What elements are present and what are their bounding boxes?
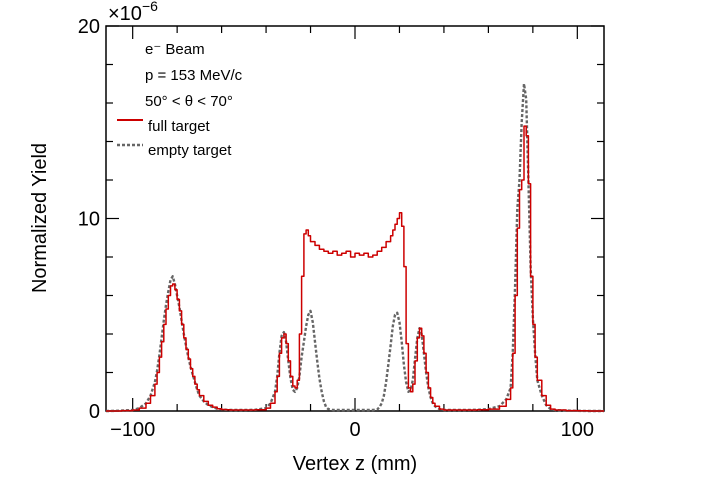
x-tick-label: 100 xyxy=(561,419,594,441)
y-tick-label: 20 xyxy=(78,16,100,38)
annotation-beam: e⁻ Beam xyxy=(145,41,205,58)
chart-figure: 0 10 20 −100 0 100 ×10−6 Vertex z (mm) Normal… xyxy=(0,0,712,485)
annotation-angle: 50° < θ < 70° xyxy=(145,93,233,110)
y-exponent-label: ×10−6 xyxy=(108,0,158,25)
y-exponent-base: ×10 xyxy=(108,3,142,25)
y-exponent-power: −6 xyxy=(142,0,158,14)
x-tick-label: −100 xyxy=(110,419,155,441)
x-axis-title: Vertex z (mm) xyxy=(293,453,417,475)
legend-label-empty-target: empty target xyxy=(148,142,232,159)
x-tick-label: 0 xyxy=(349,419,360,441)
series-full-target xyxy=(106,126,604,411)
y-axis-title: Normalized Yield xyxy=(29,143,51,293)
legend: e⁻ Beam p = 153 MeV/c 50° < θ < 70° full… xyxy=(117,41,243,159)
legend-label-full-target: full target xyxy=(148,118,211,135)
y-tick-label: 10 xyxy=(78,209,100,231)
chart-svg: 0 10 20 −100 0 100 ×10−6 Vertex z (mm) Normal… xyxy=(0,0,712,485)
annotation-momentum: p = 153 MeV/c xyxy=(145,67,243,84)
y-tick-label: 0 xyxy=(89,401,100,423)
